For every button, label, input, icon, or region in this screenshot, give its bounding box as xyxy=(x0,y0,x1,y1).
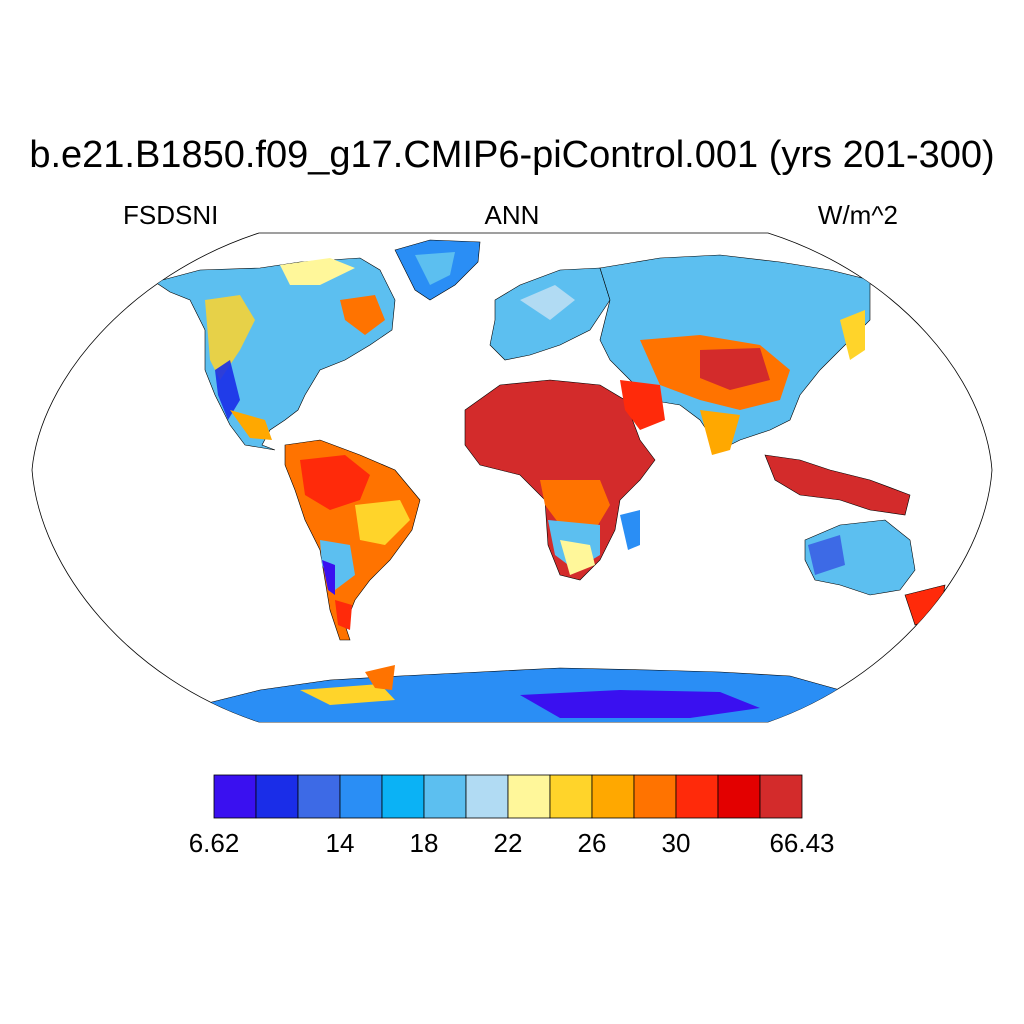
variable-label: FSDSNI xyxy=(123,200,219,230)
colorbar-swatch xyxy=(255,774,299,819)
colorbar-swatch xyxy=(381,774,425,819)
land-field xyxy=(154,239,946,722)
colorbar-swatch xyxy=(675,774,719,819)
colorbar-swatch xyxy=(297,774,341,819)
colorbar-tick-label: 26 xyxy=(578,828,607,858)
colorbar-swatch xyxy=(633,774,677,819)
colorbar-swatch xyxy=(717,774,761,819)
colorbar-swatch xyxy=(549,774,593,819)
colorbar-swatch xyxy=(591,774,635,819)
colorbar-tick-label: 14 xyxy=(326,828,355,858)
colorbar-tick-label: 22 xyxy=(494,828,523,858)
plot-title: b.e21.B1850.f09_g17.CMIP6-piControl.001 … xyxy=(29,134,995,176)
season-label: ANN xyxy=(484,200,540,230)
colorbar-tick-label: 66.43 xyxy=(769,828,834,858)
colorbar-tick-label: 18 xyxy=(410,828,439,858)
colorbar-swatch xyxy=(213,774,257,819)
maritime-continent xyxy=(764,454,911,516)
map-projection xyxy=(31,232,993,723)
colorbar-swatch xyxy=(759,774,803,819)
colorbar-swatch xyxy=(507,774,551,819)
colorbar-swatch xyxy=(339,774,383,819)
units-label: W/m^2 xyxy=(817,200,898,230)
colorbar-swatch xyxy=(423,774,467,819)
colorbar: 6.62 14 18 22 26 30 66.43 xyxy=(189,774,835,858)
colorbar-tick-label: 6.62 xyxy=(189,828,240,858)
colorbar-tick-label: 30 xyxy=(662,828,691,858)
colorbar-swatch xyxy=(465,774,509,819)
